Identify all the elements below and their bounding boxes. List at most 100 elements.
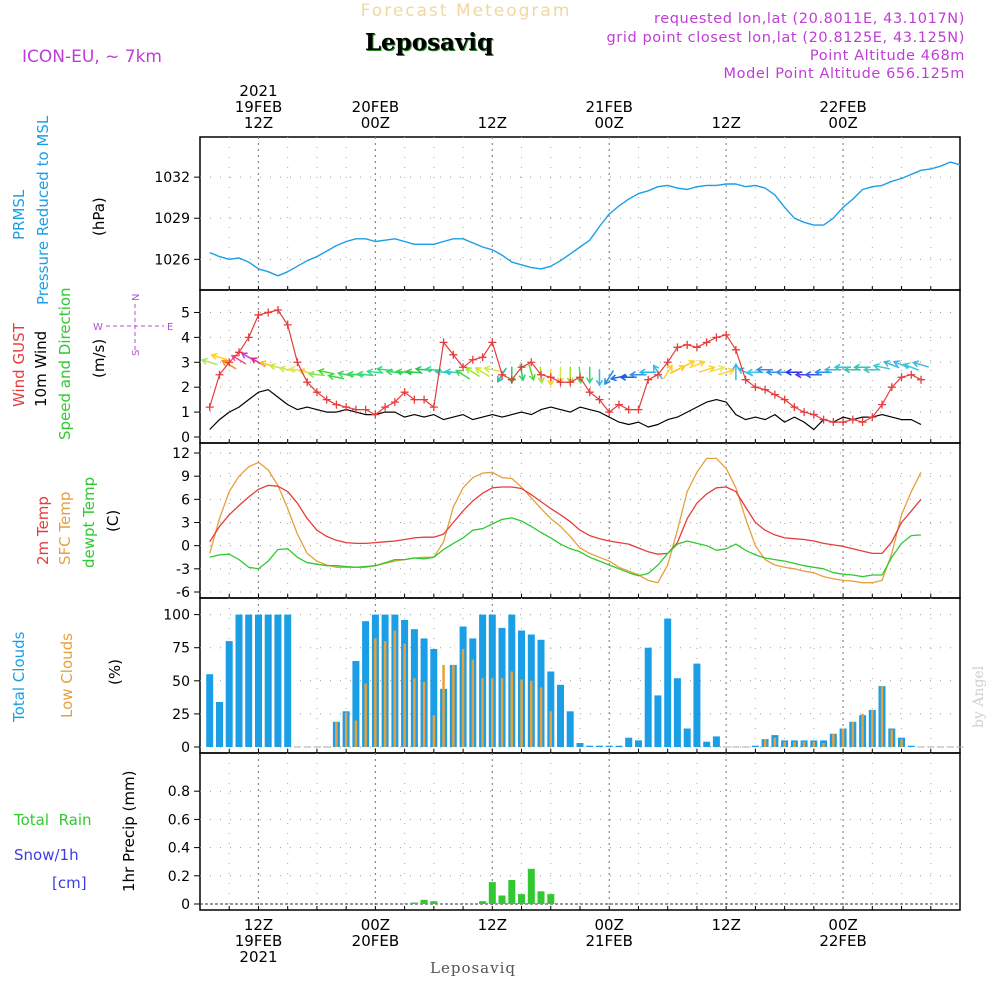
wind-arrow-head (518, 374, 526, 382)
wind-arrow-head (804, 371, 812, 379)
total-cloud-bar (284, 614, 292, 747)
low-cloud-bar (822, 743, 825, 747)
wind-arrow-head (317, 367, 325, 376)
gust-marker (595, 395, 604, 404)
dew-label: dewpt Temp (80, 477, 98, 568)
time-label: 22FEB (819, 932, 866, 950)
wind-arrow-head (823, 366, 831, 374)
low-cloud-bar (335, 721, 338, 747)
y-tick-label: 4 (181, 330, 190, 346)
wind-arrow (913, 361, 929, 368)
gust-marker (907, 370, 916, 379)
time-label: 00Z (828, 114, 857, 132)
total-cloud-bar (245, 614, 253, 747)
panel-temperature: -6 -3 0 3 6 9 12 (172, 442, 961, 601)
total-cloud-bar (644, 647, 652, 747)
wind-arrow (610, 374, 627, 380)
wind-arrow-head (862, 366, 870, 374)
y-tick-label: 0 (181, 740, 190, 756)
time-label: 12Z (244, 114, 273, 132)
gust-marker (342, 403, 351, 412)
gust-marker (780, 395, 789, 404)
total-cloud-bar (352, 661, 360, 747)
low-cloud-bar (364, 683, 367, 747)
gust-marker (712, 333, 721, 342)
gust-marker (498, 370, 507, 379)
low-cloud-bar (510, 671, 513, 747)
gust-marker (381, 403, 390, 412)
time-label: 12Z (712, 114, 741, 132)
gust-marker (897, 373, 906, 382)
y-tick-label: -3 (176, 562, 190, 578)
total-cloud-bar (605, 745, 613, 747)
wind-arrow-head (210, 352, 218, 360)
wind-arrow-head (414, 365, 422, 374)
prmsl-desc: Pressure Reduced to MSL (34, 115, 52, 305)
y-tick-label: 12 (172, 446, 190, 462)
time-label: 2021 (239, 948, 277, 966)
gust-marker (303, 378, 312, 387)
wind-arrow-head (497, 375, 504, 383)
low-cloud-bar (880, 686, 884, 747)
time-label: 22FEB (819, 98, 866, 116)
gust-marker (264, 308, 273, 317)
total-cloud-bar (664, 618, 672, 747)
y-tick-label: 9 (181, 469, 190, 485)
wind-arrow-head (464, 367, 472, 374)
rain-bar (527, 868, 535, 905)
gust-marker (751, 383, 760, 392)
wind-arrow (318, 369, 335, 375)
wind-arrow-head (424, 365, 432, 374)
gust-marker (576, 373, 584, 382)
gust-marker (702, 338, 711, 347)
snow-label: Snow/1h (14, 846, 79, 864)
wind-arrow-head (336, 370, 345, 378)
rain-bar (430, 901, 438, 904)
wind-arrow-head (883, 360, 891, 367)
wind-arrow-head (732, 362, 740, 370)
wind-arrow-head (775, 368, 782, 376)
gust-marker (332, 400, 341, 409)
wind-arrow (718, 369, 735, 376)
wind-arrow-head (698, 360, 706, 367)
wind-arrow-head (728, 367, 736, 375)
wind-arrow-head (528, 374, 536, 382)
gust-marker (439, 338, 448, 347)
compass-e: E (167, 322, 173, 333)
total-cloud-bar (654, 695, 662, 747)
low-cloud-bar (452, 664, 455, 747)
rain-bar (420, 899, 428, 904)
t2m-label: 2m Temp (34, 496, 52, 565)
gust-marker (887, 383, 896, 392)
wind-arrow-head (268, 362, 276, 371)
model-altitude: Model Point Altitude 656.125m (723, 66, 965, 82)
gust-marker (819, 415, 828, 424)
low-cloud-bar (841, 728, 845, 747)
wind-arrow-head (221, 359, 229, 367)
wind-arrow-head (346, 370, 354, 379)
pressure-legend: PRMSL Pressure Reduced to MSL (hPa) (10, 115, 108, 305)
wind-arrow-head (765, 368, 773, 376)
wind-arrow-head (652, 364, 660, 372)
pressure-series (209, 161, 961, 277)
total-cloud-bar (547, 671, 555, 747)
total-cloud-bar (712, 736, 720, 747)
panel-precip: 0 0.2 0.4 0.6 0.8 (168, 752, 961, 913)
time-label: 00Z (595, 114, 624, 132)
gust-marker (390, 398, 399, 407)
gust-marker (770, 390, 779, 399)
wind-arrow (289, 368, 306, 372)
y-tick-label: 3 (181, 516, 190, 532)
wind-arrow-head (638, 368, 646, 376)
y-tick-label: 75 (172, 641, 190, 657)
wind-arrow-head (708, 365, 716, 373)
wind-arrow-head (745, 368, 753, 376)
time-label: 00Z (595, 916, 624, 934)
low-clouds-label: Low Clouds (58, 633, 76, 718)
y-tick-label: 0.4 (168, 841, 190, 857)
low-cloud-bar (763, 739, 767, 747)
low-cloud-bar (549, 711, 552, 747)
wind-arrow (874, 364, 891, 370)
wind-arrow (475, 367, 490, 378)
